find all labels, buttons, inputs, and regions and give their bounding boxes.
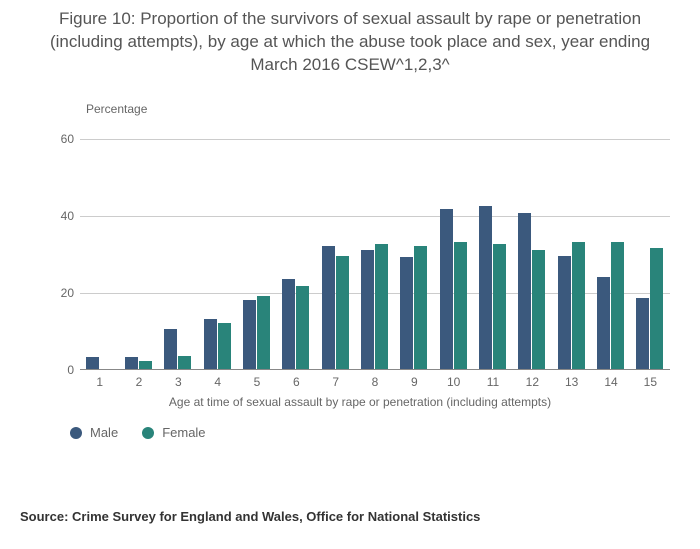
bar-female xyxy=(532,250,545,369)
legend-label: Female xyxy=(162,425,205,440)
bar-male xyxy=(164,329,177,369)
grid-line xyxy=(80,216,670,217)
y-axis-label: Percentage xyxy=(86,102,147,116)
y-tick-label: 20 xyxy=(61,286,74,300)
x-tick-label: 8 xyxy=(372,375,379,389)
x-tick-label: 12 xyxy=(526,375,539,389)
bar-female xyxy=(611,242,624,369)
bar-female xyxy=(139,361,152,369)
bar-female xyxy=(178,356,191,369)
bar-male xyxy=(479,206,492,369)
bar-male xyxy=(282,279,295,369)
bar-male xyxy=(243,300,256,369)
x-tick-label: 4 xyxy=(214,375,221,389)
x-tick-label: 10 xyxy=(447,375,460,389)
bar-female xyxy=(375,244,388,369)
bar-female xyxy=(454,242,467,369)
x-tick-label: 7 xyxy=(332,375,339,389)
x-tick-label: 3 xyxy=(175,375,182,389)
grid-line xyxy=(80,139,670,140)
x-tick-label: 15 xyxy=(644,375,657,389)
bar-female xyxy=(650,248,663,369)
bar-female xyxy=(296,286,309,369)
bar-male xyxy=(558,256,571,369)
x-tick-label: 14 xyxy=(604,375,617,389)
bar-male xyxy=(597,277,610,369)
x-axis-label: Age at time of sexual assault by rape or… xyxy=(50,395,670,409)
source-text: Source: Crime Survey for England and Wal… xyxy=(20,509,480,524)
bar-female xyxy=(257,296,270,369)
bar-male xyxy=(400,257,413,369)
legend-label: Male xyxy=(90,425,118,440)
y-tick-label: 0 xyxy=(67,363,74,377)
bar-male xyxy=(636,298,649,369)
y-tick-label: 60 xyxy=(61,132,74,146)
x-tick-label: 9 xyxy=(411,375,418,389)
x-tick-label: 6 xyxy=(293,375,300,389)
x-tick-label: 13 xyxy=(565,375,578,389)
bar-male xyxy=(361,250,374,369)
x-tick-label: 11 xyxy=(487,375,499,389)
x-tick-label: 1 xyxy=(96,375,103,389)
bar-male xyxy=(322,246,335,369)
chart-area: 0204060 Percentage 123456789101112131415… xyxy=(50,120,670,400)
legend-swatch xyxy=(70,427,82,439)
x-tick-label: 2 xyxy=(136,375,143,389)
legend-swatch xyxy=(142,427,154,439)
bar-female xyxy=(493,244,506,369)
bar-male xyxy=(86,357,99,369)
bar-male xyxy=(125,357,138,369)
bar-male xyxy=(204,319,217,369)
bar-male xyxy=(440,209,453,369)
chart-title: Figure 10: Proportion of the survivors o… xyxy=(0,0,700,81)
legend-item-female: Female xyxy=(142,425,205,440)
bar-female xyxy=(414,246,427,369)
bar-female xyxy=(572,242,585,369)
legend: Male Female xyxy=(70,425,206,440)
bar-male xyxy=(518,213,531,369)
legend-item-male: Male xyxy=(70,425,118,440)
bar-female xyxy=(218,323,231,369)
y-tick-label: 40 xyxy=(61,209,74,223)
plot-region xyxy=(80,120,670,370)
x-tick-label: 5 xyxy=(254,375,261,389)
bar-female xyxy=(336,256,349,369)
